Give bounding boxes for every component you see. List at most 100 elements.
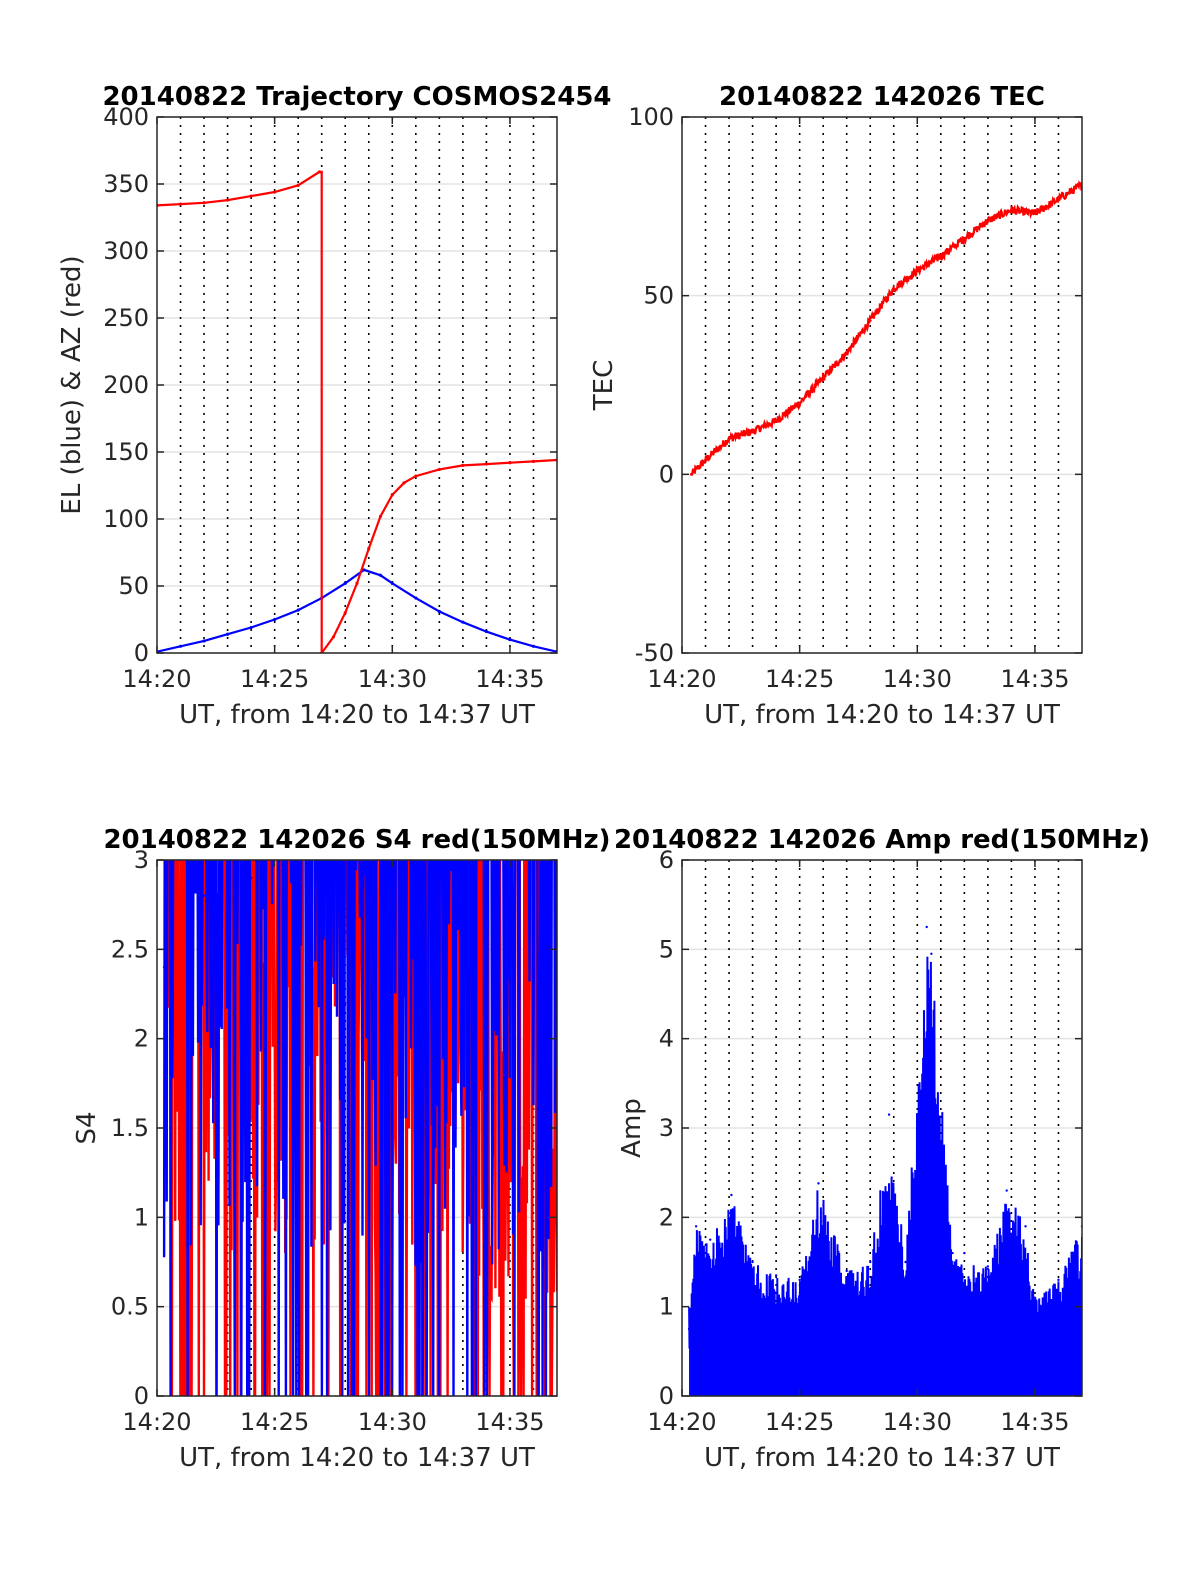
- data-point: [225, 632, 230, 636]
- x-tick-label: 14:25: [240, 1408, 309, 1436]
- y-tick-label: 1.5: [111, 1114, 149, 1142]
- data-point: [508, 966, 512, 969]
- data-point: [273, 617, 277, 622]
- x-tick-label: 14:35: [475, 1408, 544, 1436]
- chart-title: 20140822 142026 TEC: [719, 82, 1045, 112]
- data-point: [343, 611, 347, 615]
- data-point: [402, 481, 406, 485]
- data-point: [484, 462, 489, 466]
- data-point: [1033, 1296, 1037, 1299]
- chart-panel-2: -50 0 50 100 14:20 14:25 14:30 14:35 20140822 14…: [589, 82, 1083, 730]
- x-tick-label: 14:25: [765, 665, 834, 693]
- x-tick-label: 14:20: [647, 1408, 716, 1436]
- x-tick-label: 14:30: [358, 665, 427, 693]
- data-point: [202, 948, 206, 951]
- data-point: [930, 952, 933, 955]
- data-point: [296, 608, 300, 612]
- y-tick-label: 3: [134, 846, 149, 874]
- y-tick-label: 4: [659, 1025, 674, 1053]
- plot-area: [162, 860, 557, 1396]
- data-point: [845, 1269, 848, 1273]
- data-point: [390, 493, 394, 497]
- data-point: [437, 609, 441, 614]
- data-point: [751, 430, 754, 433]
- x-tick-label: 14:25: [765, 1408, 834, 1436]
- data-point: [378, 514, 383, 518]
- y-tick-label: 400: [103, 103, 149, 131]
- data-point: [904, 1260, 907, 1264]
- x-tick-label: 14:35: [1000, 1408, 1069, 1436]
- data-point: [508, 638, 512, 642]
- x-tick-label: 14:30: [883, 1408, 952, 1436]
- y-tick-label: 0.5: [111, 1293, 149, 1321]
- x-tick-label: 14:20: [122, 1408, 191, 1436]
- y-tick-label: 6: [659, 846, 674, 874]
- data-point: [484, 629, 489, 634]
- y-tick-label: 100: [103, 505, 149, 533]
- data-point: [367, 546, 371, 551]
- y-tick-label: 0: [659, 460, 674, 488]
- data-point: [798, 1278, 801, 1282]
- data-point: [817, 1182, 820, 1185]
- data-point: [774, 419, 778, 423]
- series-line-red: [166, 860, 557, 1396]
- data-point: [414, 596, 418, 600]
- data-point: [531, 644, 536, 648]
- data-point: [461, 930, 465, 933]
- x-tick-label: 14:20: [122, 665, 191, 693]
- data-point: [1010, 208, 1013, 212]
- y-tick-label: 50: [118, 572, 149, 600]
- data-point: [296, 183, 300, 187]
- y-tick-label: 2: [134, 1025, 149, 1053]
- series-line-az: [157, 170, 557, 653]
- data-point: [461, 620, 465, 624]
- y-tick-label: 150: [103, 438, 149, 466]
- data-point: [296, 912, 300, 915]
- data-point: [532, 930, 535, 933]
- y-tick-label: 300: [103, 237, 149, 265]
- data-point: [202, 201, 206, 205]
- data-point: [986, 219, 990, 223]
- axes-frame: [681, 116, 1083, 654]
- y-axis-label: EL (blue) & AZ (red): [57, 255, 87, 514]
- data-point: [202, 894, 206, 897]
- data-point: [162, 966, 166, 969]
- y-axis-label: TEC: [589, 360, 619, 411]
- chart-title: 20140822 Trajectory COSMOS2454: [102, 82, 611, 112]
- y-tick-label: 100: [628, 103, 674, 131]
- data-point: [225, 198, 230, 202]
- data-point: [1033, 212, 1037, 215]
- data-point: [887, 1113, 891, 1116]
- plot-area: [687, 925, 1082, 1396]
- data-point: [986, 1265, 990, 1268]
- chart-title: 20140822 142026 Amp red(150MHz): [614, 825, 1150, 855]
- data-point: [508, 1091, 512, 1094]
- series-line-blue: [162, 860, 557, 1396]
- data-point: [461, 463, 465, 467]
- data-point: [249, 194, 253, 198]
- x-tick-label: 14:20: [647, 665, 716, 693]
- y-tick-label: 2.5: [111, 935, 149, 963]
- data-point: [821, 376, 825, 380]
- chart-panel-1: 0 50 100 150 200 250 300 350 400 14:20 14:25 14:30 1…: [57, 82, 612, 730]
- y-tick-label: 250: [103, 304, 149, 332]
- data-point: [355, 581, 359, 585]
- data-point: [963, 1251, 966, 1255]
- y-tick-label: 3: [659, 1114, 674, 1142]
- y-tick-label: 5: [659, 935, 674, 963]
- data-point: [249, 625, 253, 630]
- y-tick-label: 0: [134, 1382, 149, 1410]
- data-point: [362, 568, 366, 572]
- data-point: [414, 474, 418, 478]
- data-point: [1005, 1189, 1008, 1192]
- data-point: [915, 269, 919, 273]
- chart-title: 20140822 142026 S4 red(150MHz): [103, 825, 610, 855]
- data-point: [317, 170, 321, 174]
- data-point: [414, 966, 418, 969]
- x-tick-label: 14:25: [240, 665, 309, 693]
- data-point: [344, 930, 347, 933]
- data-point: [730, 1193, 733, 1197]
- x-tick-label: 14:35: [1000, 665, 1069, 693]
- y-tick-label: 1: [134, 1203, 149, 1231]
- data-point: [845, 351, 849, 355]
